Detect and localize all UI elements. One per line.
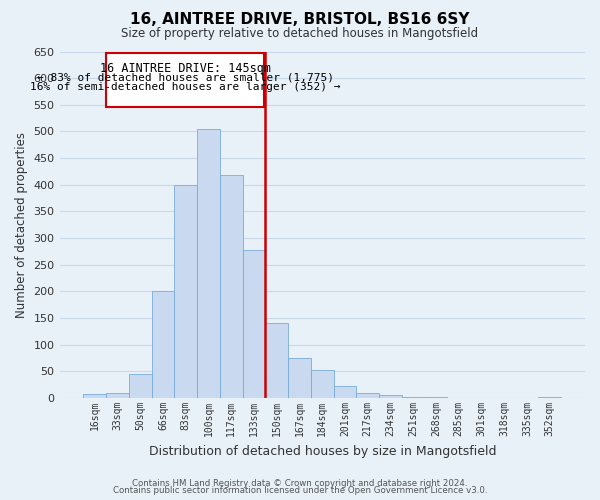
Text: 16, AINTREE DRIVE, BRISTOL, BS16 6SY: 16, AINTREE DRIVE, BRISTOL, BS16 6SY [130,12,470,28]
Bar [538,397,561,398]
Bar [106,393,129,398]
Bar [311,370,334,398]
Bar [175,185,197,398]
Bar [356,393,379,398]
Y-axis label: Number of detached properties: Number of detached properties [15,132,28,318]
X-axis label: Distribution of detached houses by size in Mangotsfield: Distribution of detached houses by size … [149,444,496,458]
Text: Contains public sector information licensed under the Open Government Licence v3: Contains public sector information licen… [113,486,487,495]
Bar [425,397,448,398]
Text: Contains HM Land Registry data © Crown copyright and database right 2024.: Contains HM Land Registry data © Crown c… [132,478,468,488]
Bar [129,374,152,398]
Bar [242,250,265,398]
Bar [379,396,402,398]
Text: 16 AINTREE DRIVE: 145sqm: 16 AINTREE DRIVE: 145sqm [100,62,271,75]
Text: ← 83% of detached houses are smaller (1,775): ← 83% of detached houses are smaller (1,… [37,73,334,83]
Bar [83,394,106,398]
Bar [334,386,356,398]
Text: Size of property relative to detached houses in Mangotsfield: Size of property relative to detached ho… [121,28,479,40]
Bar [288,358,311,398]
Bar [402,397,425,398]
Bar [265,324,288,398]
Bar [197,129,220,398]
FancyBboxPatch shape [106,52,264,108]
Bar [220,175,242,398]
Bar [152,292,175,398]
Text: 16% of semi-detached houses are larger (352) →: 16% of semi-detached houses are larger (… [30,82,340,92]
